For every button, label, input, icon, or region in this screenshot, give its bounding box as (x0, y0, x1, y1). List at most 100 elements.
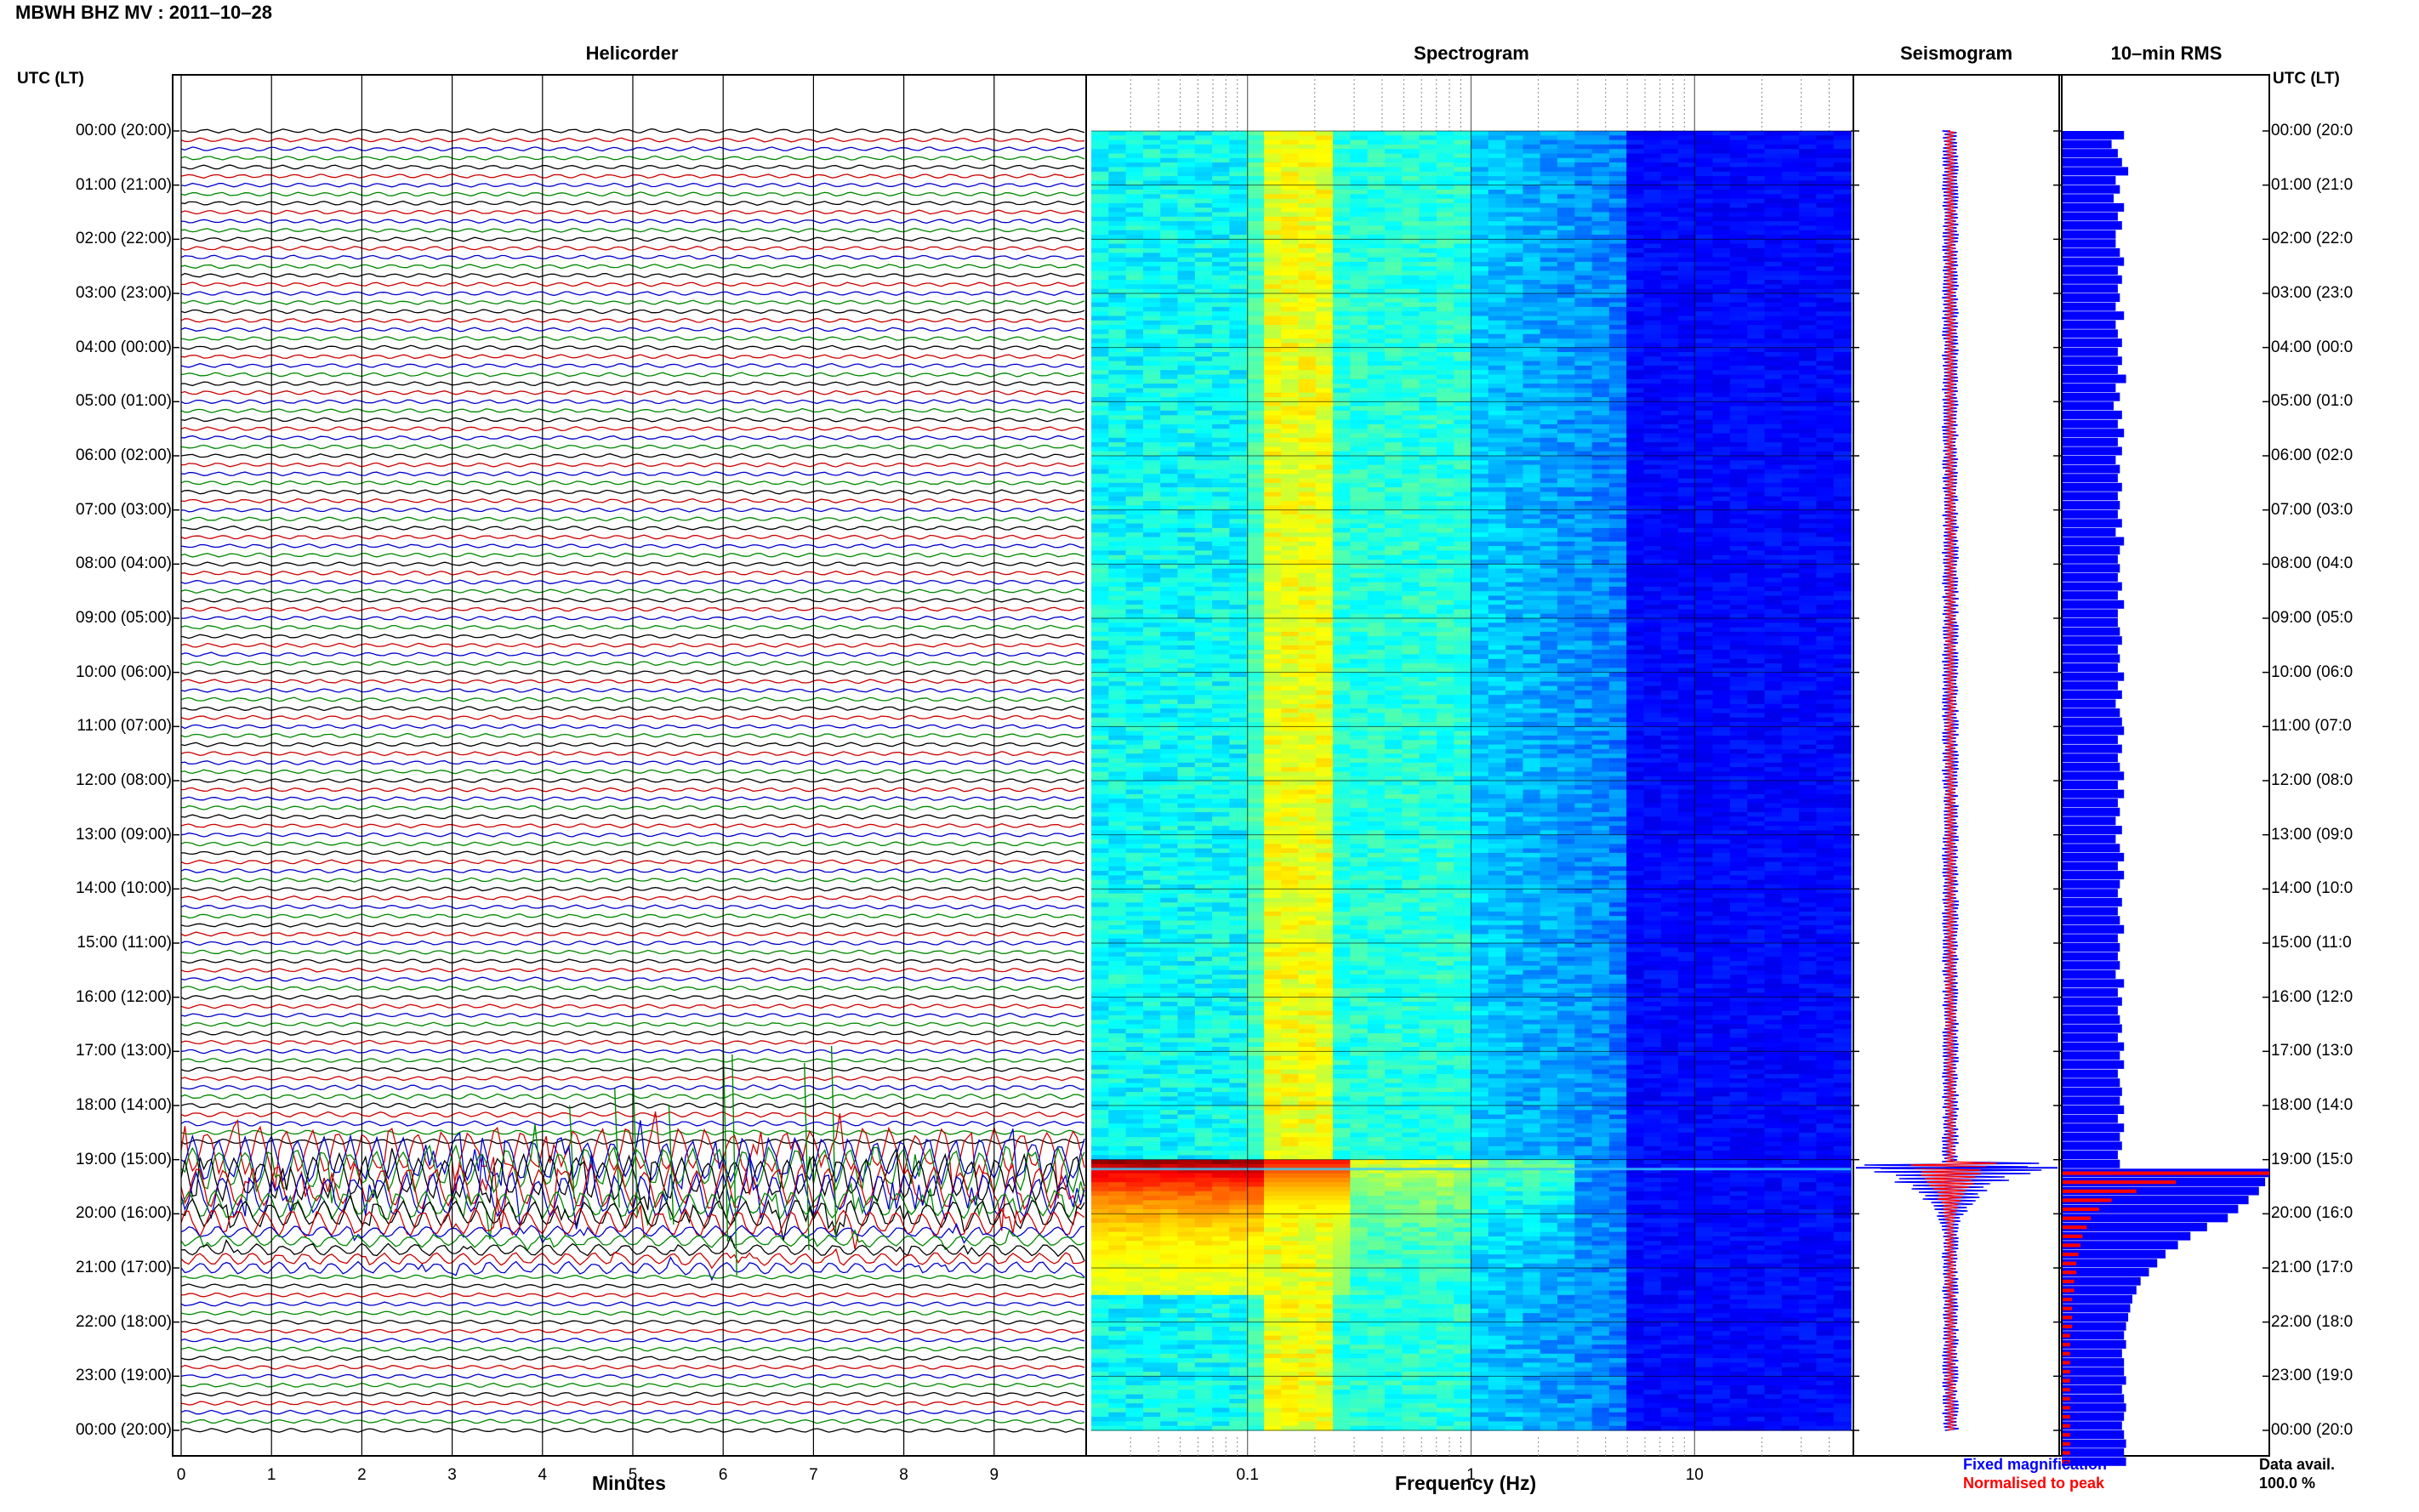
rms-bar-fixed (2062, 329, 2118, 338)
rms-bar-fixed (2062, 501, 2120, 510)
rms-bar-normalised (2062, 1198, 2112, 1202)
rms-bar-normalised (2062, 1388, 2070, 1392)
plot-frame (172, 74, 2270, 1457)
rms-bar-fixed (2062, 969, 2116, 979)
rms-bar-fixed (2062, 1358, 2125, 1367)
spectrogram-x-tick-label: 0.1 (1236, 1466, 1258, 1484)
helicorder-x-tick-label: 8 (899, 1466, 908, 1484)
rms-bar-fixed (2062, 852, 2125, 861)
rms-bar-normalised (2062, 1424, 2070, 1428)
rms-bar-fixed (2062, 492, 2118, 501)
rms-bar-fixed (2062, 230, 2116, 239)
data-avail-value: 100.0 % (2259, 1475, 2316, 1492)
rms-bar-fixed (2062, 1331, 2125, 1340)
rms-bar-fixed (2062, 1304, 2131, 1313)
rms-bar-fixed (2062, 311, 2125, 321)
time-tick-left: 00:00 (20:00) (75, 1421, 172, 1439)
helicorder-title: Helicorder (585, 43, 679, 64)
rms-bar-fixed (2062, 202, 2125, 212)
helicorder-spike (830, 1045, 837, 1242)
time-axis-left: 00:00 (20:00) 01:00 (21:00) 02:00 (22:00) 0… (0, 0, 172, 1512)
rms-bar-fixed (2062, 247, 2120, 257)
rms-bar-fixed (2062, 889, 2118, 898)
rms-bar-fixed (2062, 861, 2118, 871)
time-tick-left: 09:00 (05:00) (75, 609, 172, 627)
time-tick-left: 08:00 (04:00) (75, 554, 172, 573)
helicorder-spike (632, 1062, 639, 1217)
rms-bar-fixed (2062, 1106, 2125, 1114)
rms-bar-fixed (2062, 1151, 2118, 1160)
rms-bar-normalised (2062, 1216, 2092, 1220)
rms-bar-fixed (2062, 1051, 2120, 1060)
time-tick-right: 20:00 (16:0 (2271, 1204, 2354, 1223)
helicorder-x-tick-label: 1 (267, 1466, 276, 1484)
time-tick-right: 05:00 (01:0 (2271, 392, 2354, 411)
time-tick-left: 10:00 (06:00) (75, 662, 172, 681)
helicorder-spike (731, 1054, 737, 1276)
time-tick-right: 17:00 (13:0 (2271, 1042, 2354, 1060)
figure-title: MBWH BHZ MV : 2011–10–28 (15, 2, 272, 23)
rms-bar-fixed (2062, 519, 2122, 528)
rms-bar-fixed (2062, 1015, 2120, 1024)
rms-bar-fixed (2062, 799, 2118, 808)
time-tick-left: 00:00 (20:00) (75, 122, 172, 139)
rms-bar-fixed (2062, 429, 2125, 438)
spectrogram-x-tick-label: 10 (1686, 1466, 1704, 1484)
rms-bar-fixed (2062, 618, 2118, 627)
rms-bar-fixed (2062, 1276, 2141, 1286)
spectrogram-title: Spectrogram (1414, 43, 1529, 64)
rms-bar-normalised (2062, 1298, 2073, 1302)
rms-bar-fixed (2062, 1078, 2120, 1088)
rms-bar-fixed (2062, 979, 2125, 988)
helicorder-x-tick-label: 7 (809, 1466, 818, 1484)
time-tick-left: 20:00 (16:00) (75, 1204, 172, 1223)
time-axis-right: 00:00 (20:0 01:00 (21:0 02:00 (22:0 03:00 (… (2271, 0, 2419, 1512)
time-tick-right: 04:00 (00:0 (2271, 338, 2354, 356)
rms-bar-fixed (2062, 1268, 2149, 1276)
rms-bar-fixed (2062, 1403, 2126, 1413)
time-tick-right: 11:00 (07:0 (2271, 717, 2352, 736)
rms-bar-normalised (2062, 1306, 2073, 1310)
rms-bar-fixed (2062, 961, 2120, 970)
utc-header-right: UTC (LT) (2273, 70, 2340, 88)
rms-bar-fixed (2062, 509, 2118, 519)
helicorder-spike (668, 1105, 674, 1225)
rms-bar-fixed (2062, 221, 2122, 230)
rms-bar-fixed (2062, 401, 2114, 411)
time-tick-right: 22:00 (18:0 (2271, 1312, 2354, 1331)
helicorder-spike (804, 1062, 810, 1251)
time-tick-left: 07:00 (03:00) (75, 500, 172, 519)
rms-bar-fixed (2062, 374, 2126, 384)
time-tick-right: 06:00 (02:0 (2271, 446, 2354, 464)
rms-bar-fixed (2062, 1214, 2228, 1223)
rms-bar-normalised (2062, 1406, 2070, 1410)
rms-bar-fixed (2062, 239, 2116, 248)
rms-bar-fixed (2062, 185, 2120, 194)
rms-bar-fixed (2062, 1186, 2259, 1196)
time-tick-left: 04:00 (00:00) (75, 338, 172, 356)
rms-bar-fixed (2062, 834, 2116, 844)
time-tick-left: 22:00 (18:00) (75, 1312, 172, 1331)
spectrogram-x-tick-label: 1 (1466, 1466, 1476, 1484)
rms-bar-fixed (2062, 365, 2118, 374)
rms-bar-fixed (2062, 464, 2120, 474)
rms-bar-fixed (2062, 1204, 2239, 1214)
rms-bar-normalised (2062, 1270, 2077, 1275)
rms-bar-normalised (2062, 1261, 2077, 1265)
time-tick-right: 13:00 (09:0 (2271, 825, 2354, 844)
rms-bar-fixed (2062, 879, 2120, 889)
time-tick-left: 16:00 (12:00) (75, 987, 172, 1006)
rms-bar-fixed (2062, 907, 2118, 916)
rms-bar-fixed (2062, 1349, 2122, 1358)
rms-bar-normalised (2062, 1441, 2070, 1446)
seismogram-title: Seismogram (1899, 43, 2013, 64)
rms-bar-fixed (2062, 564, 2120, 573)
rms-bar-fixed (2062, 456, 2116, 464)
time-tick-left: 23:00 (19:00) (75, 1367, 172, 1385)
rms-bar-fixed (2062, 591, 2118, 600)
rms-bar-fixed (2062, 302, 2116, 311)
rms-bar-fixed (2062, 437, 2118, 446)
rms-bar-fixed (2062, 1412, 2125, 1421)
rms-bar-fixed (2062, 356, 2122, 366)
rms-bar-fixed (2062, 781, 2118, 789)
